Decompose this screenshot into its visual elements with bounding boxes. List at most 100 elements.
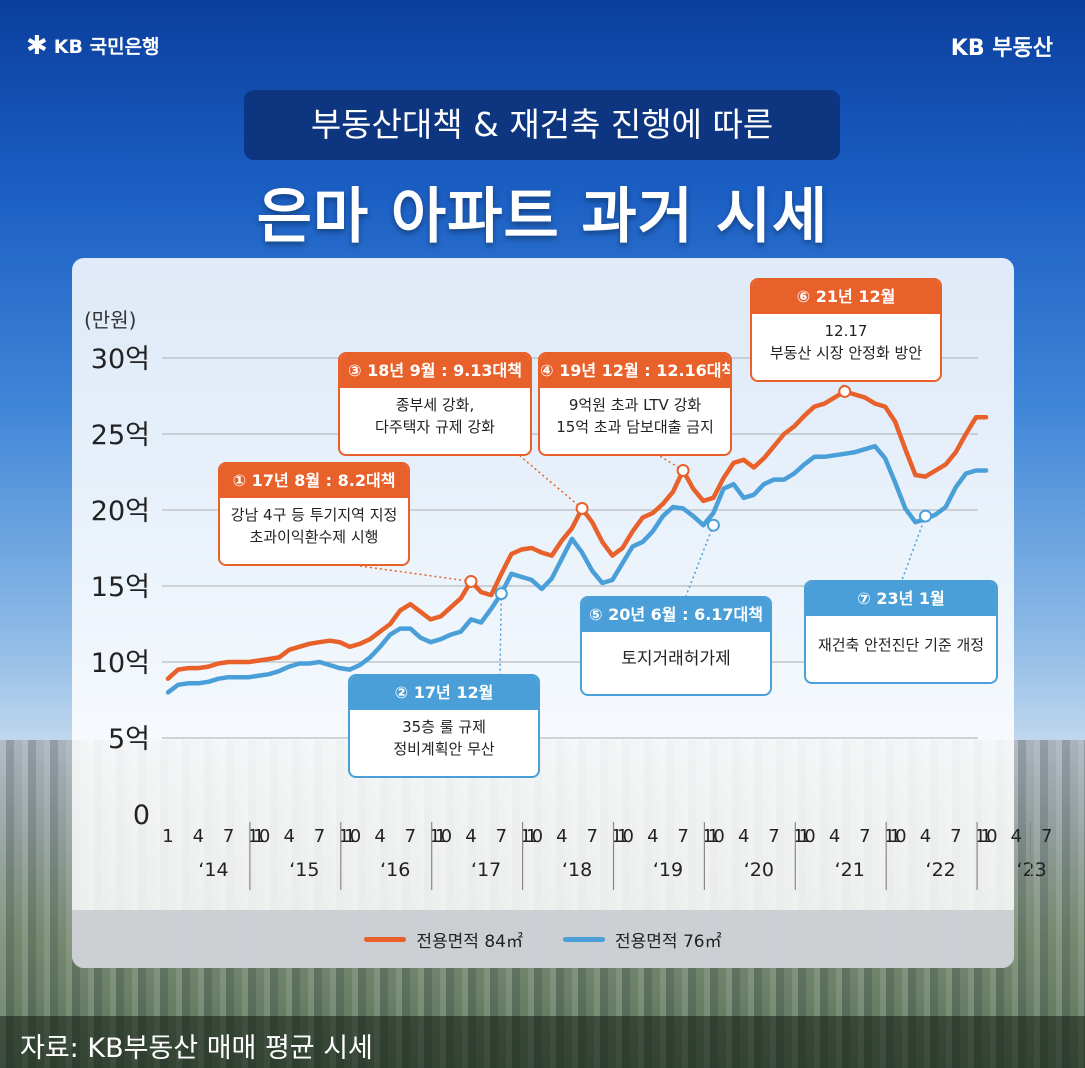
x-tick-year: ‘16 [380, 859, 410, 881]
subtitle: 부동산대책 & 재건축 진행에 따른 [244, 90, 840, 160]
annotation-1-title: ① 17년 8월 : 8.2대책 [220, 464, 408, 498]
x-tick-month: 1 [435, 826, 446, 847]
source-note: 자료: KB부동산 매매 평균 시세 [20, 1033, 373, 1064]
annotation-6-body: 12.17 부동산 시장 안정화 방안 [769, 322, 923, 362]
annotation-point-marker [464, 574, 478, 588]
x-tick-month: 4 [738, 826, 749, 847]
annotation-3-body: 종부세 강화, 다주택자 규제 강화 [375, 396, 495, 436]
annotation-4-title: ④ 19년 12월 : 12.16대책 [540, 354, 730, 388]
x-tick-month: 4 [283, 826, 294, 847]
x-tick-month: 1 [980, 826, 991, 847]
x-tick-month: 7 [677, 826, 688, 847]
chart-legend: 전용면적 84㎡ 전용면적 76㎡ [72, 910, 1014, 968]
legend-label-76: 전용면적 76㎡ [615, 931, 722, 952]
x-tick-month: 1 [526, 826, 537, 847]
x-tick-year: ‘23 [1016, 859, 1046, 881]
x-tick-month: 7 [223, 826, 234, 847]
x-tick-year: ‘22 [926, 859, 956, 881]
y-tick-label: 25억 [91, 420, 150, 451]
annotation-7: ⑦ 23년 1월 재건축 안전진단 기준 개정 [804, 580, 998, 684]
annotation-connector [519, 455, 583, 510]
annotation-connector [359, 565, 472, 583]
x-tick-month: 1 [799, 826, 810, 847]
legend-item-84: 전용면적 84㎡ [364, 927, 523, 952]
annotation-4-body: 9억원 초과 LTV 강화 15억 초과 담보대출 금지 [556, 396, 714, 436]
kb-bank-logo: ✱ KB 국민은행 [26, 32, 160, 59]
x-tick-month: 10 [429, 826, 452, 847]
legend-item-76: 전용면적 76㎡ [563, 927, 722, 952]
annotation-5-title: ⑤ 20년 6월 : 6.17대책 [582, 598, 770, 632]
x-tick-month: 4 [374, 826, 385, 847]
x-tick-month: 1 [617, 826, 628, 847]
x-tick-month: 10 [520, 826, 543, 847]
x-tick-month: 4 [829, 826, 840, 847]
x-tick-month: 7 [768, 826, 779, 847]
x-tick-month: 4 [920, 826, 931, 847]
annotation-point-marker [838, 384, 852, 398]
legend-swatch-84 [364, 936, 407, 942]
x-tick-year: ‘19 [653, 859, 683, 881]
annotation-2: ② 17년 12월 35층 룰 규제 정비계획안 무산 [348, 674, 540, 778]
x-tick-month: 4 [465, 826, 476, 847]
series-line-76 [165, 443, 989, 695]
x-tick-month: 10 [702, 826, 725, 847]
x-tick-month: 4 [647, 826, 658, 847]
kb-realestate-logo: KB 부동산 [950, 36, 1053, 61]
annotation-4: ④ 19년 12월 : 12.16대책 9억원 초과 LTV 강화 15억 초과… [538, 352, 732, 456]
x-tick-month: 10 [247, 826, 270, 847]
x-tick-year: ‘21 [835, 859, 865, 881]
annotation-connector [901, 515, 927, 581]
x-tick-month: 10 [793, 826, 816, 847]
source-note-bar: 자료: KB부동산 매매 평균 시세 [0, 1016, 1085, 1068]
annotation-7-title: ⑦ 23년 1월 [806, 582, 996, 616]
x-tick-year: ‘18 [562, 859, 592, 881]
annotation-point-marker [919, 509, 932, 523]
y-axis-unit-label: (만원) [84, 308, 136, 332]
y-tick-label: 10억 [91, 648, 150, 679]
annotation-1: ① 17년 8월 : 8.2대책 강남 4구 등 투기지역 지정 초과이익환수제… [218, 462, 410, 566]
x-tick-month: 1 [253, 826, 264, 847]
annotation-2-body: 35층 룰 규제 정비계획안 무산 [393, 718, 495, 758]
x-tick-month: 1 [708, 826, 719, 847]
y-tick-label: 5억 [108, 724, 150, 755]
legend-swatch-76 [563, 936, 605, 942]
x-tick-month: 10 [611, 826, 634, 847]
y-tick-label: 20억 [91, 496, 150, 527]
annotation-7-body: 재건축 안전진단 기준 개정 [817, 636, 985, 654]
annotation-point-marker [494, 587, 508, 601]
x-tick-month: 10 [975, 826, 998, 847]
annotation-5: ⑤ 20년 6월 : 6.17대책 토지거래허가제 [580, 596, 772, 696]
y-tick-label: 0 [133, 800, 150, 831]
annotation-connector [499, 593, 503, 675]
x-tick-year: ‘15 [289, 859, 319, 881]
x-tick-year: ‘14 [198, 859, 228, 881]
x-tick-month: 10 [884, 826, 907, 847]
x-tick-month: 7 [314, 826, 325, 847]
x-tick-month: 1 [344, 826, 355, 847]
y-tick-label: 30억 [91, 344, 150, 375]
y-tick-label: 15억 [91, 572, 150, 603]
x-tick-month: 7 [1041, 826, 1052, 847]
x-tick-month: 7 [496, 826, 507, 847]
annotation-3: ③ 18년 9월 : 9.13대책 종부세 강화, 다주택자 규제 강화 [338, 352, 532, 456]
annotation-3-title: ③ 18년 9월 : 9.13대책 [340, 354, 530, 388]
annotation-1-body: 강남 4구 등 투기지역 지정 초과이익환수제 시행 [230, 506, 398, 546]
x-tick-month: 7 [586, 826, 597, 847]
page-title: 은마 아파트 과거 시세 [256, 182, 829, 252]
x-tick-year: ‘20 [744, 859, 774, 881]
x-tick-month: 4 [556, 826, 567, 847]
x-tick-year: ‘17 [471, 859, 501, 881]
x-tick-month: 4 [1011, 826, 1022, 847]
x-tick-month: 1 [162, 826, 173, 847]
annotation-2-title: ② 17년 12월 [350, 676, 538, 710]
x-tick-month: 4 [193, 826, 204, 847]
x-tick-month: 1 [889, 826, 900, 847]
annotation-point-marker [575, 501, 589, 515]
annotation-point-marker [706, 518, 720, 532]
x-tick-month: 7 [859, 826, 870, 847]
annotation-6: ⑥ 21년 12월 12.17 부동산 시장 안정화 방안 [750, 278, 942, 382]
annotation-5-body: 토지거래허가제 [621, 649, 731, 669]
legend-label-84: 전용면적 84㎡ [416, 931, 523, 952]
